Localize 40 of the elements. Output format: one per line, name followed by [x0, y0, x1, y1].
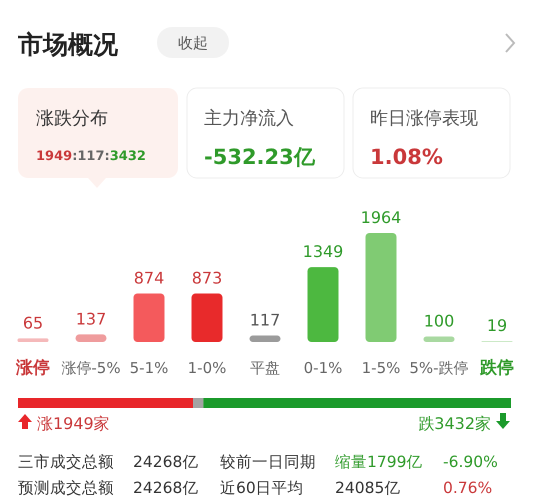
x-tick-label: 5-1%	[130, 359, 168, 377]
text: 24085亿	[335, 479, 400, 497]
data-label: 1349	[302, 242, 344, 262]
text: -6.90%	[443, 453, 498, 471]
text: 主力净流入	[204, 108, 294, 129]
text: 市场概况	[17, 30, 119, 59]
text: 0.76%	[443, 479, 492, 497]
data-label: 100	[424, 311, 454, 330]
text: 三市成交总额	[18, 453, 114, 471]
x-tick-label: 1-5%	[362, 359, 400, 377]
text: 3432	[110, 149, 146, 164]
x-tick-label: 1-0%	[188, 359, 226, 377]
data-label: 873	[192, 268, 222, 288]
data-label: 117	[250, 310, 280, 330]
text: 近60日平均	[220, 479, 304, 497]
data-label: 65	[22, 313, 44, 332]
text: 预测成交总额	[18, 479, 114, 497]
text: -532.23亿	[204, 145, 316, 169]
text: 24268亿	[133, 479, 198, 497]
x-tick-label: 涨停	[15, 358, 50, 378]
text: :117:	[72, 149, 110, 164]
text: 昨日涨停表现	[370, 108, 478, 129]
data-label: 137	[76, 309, 106, 328]
data-label: 1964	[360, 208, 402, 227]
text: 缩量1799亿	[335, 453, 422, 471]
text: 1.08%	[370, 145, 443, 169]
text: 1949	[36, 149, 72, 164]
text: 收起	[178, 34, 208, 52]
text: 跌3432家	[418, 414, 491, 433]
text: 24268亿	[133, 453, 198, 471]
text: 涨1949家	[37, 414, 110, 433]
x-tick-label: 0-1%	[304, 359, 342, 377]
x-tick-label: 跌停	[479, 358, 514, 378]
x-tick-label: 涨停-5%	[61, 359, 121, 377]
x-tick-label: 平盘	[250, 359, 280, 377]
data-label: 874	[134, 268, 164, 288]
text: 涨跌分布	[36, 108, 108, 129]
data-label: 19	[486, 316, 508, 335]
x-tick-label: 5%-跌停	[409, 359, 469, 377]
text: 较前一日同期	[220, 453, 316, 471]
